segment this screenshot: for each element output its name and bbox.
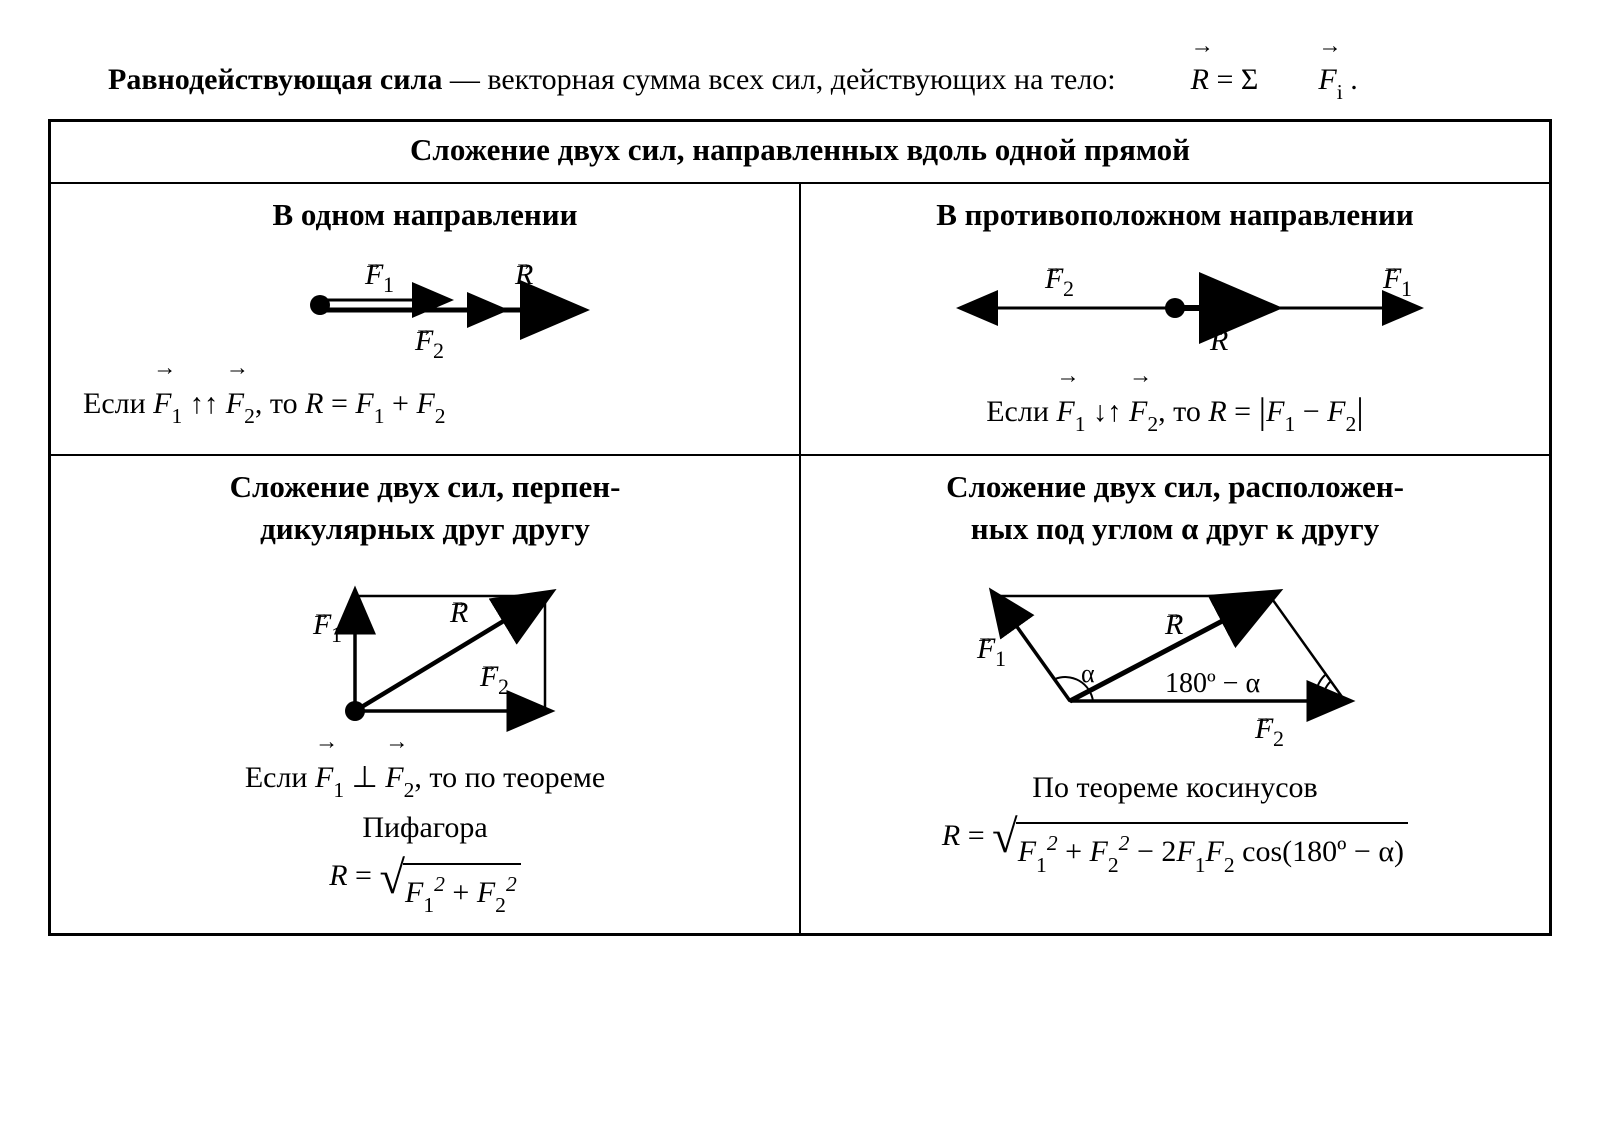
svg-text:→: → bbox=[413, 319, 433, 341]
explain-perp: Если →F1 ⊥ →F2, то по теореме Пифагора R… bbox=[67, 754, 783, 920]
cell-same-title: В одном направлении bbox=[67, 194, 783, 236]
intro-paragraph: Равнодействующая сила — векторная сумма … bbox=[48, 58, 1552, 105]
svg-text:1: 1 bbox=[1401, 276, 1412, 301]
svg-text:α: α bbox=[1081, 659, 1095, 688]
svg-text:→: → bbox=[1253, 707, 1273, 729]
diagram-opposite-direction: F 2 → F 1 → R → bbox=[895, 242, 1455, 372]
svg-text:2: 2 bbox=[1063, 276, 1074, 301]
definition-text: векторная сумма всех сил, действующих на… bbox=[487, 63, 1115, 96]
svg-text:1: 1 bbox=[995, 646, 1006, 671]
svg-text:2: 2 bbox=[433, 338, 444, 363]
diagram-perpendicular: F 1 → F 2 → R → bbox=[255, 556, 595, 746]
svg-text:→: → bbox=[1043, 257, 1063, 279]
explain-opp: Если →F1 ↓↑ →F2, то R = |F1 − F2| bbox=[817, 380, 1533, 440]
svg-text:→: → bbox=[363, 253, 383, 275]
diagram-same-direction: F 1 → R → F 2 → bbox=[215, 242, 635, 372]
svg-text:→: → bbox=[975, 627, 995, 649]
intro-period: . bbox=[1350, 63, 1358, 96]
intro-formula: →R = Σ→Fi bbox=[1131, 63, 1351, 96]
term: Равнодействующая сила bbox=[108, 63, 442, 96]
cell-opposite-direction: В противоположном направлении F 2 → bbox=[800, 183, 1551, 455]
diagram-angle: F 1 → F 2 → R → α 180º − α bbox=[915, 556, 1435, 756]
cell-opp-title: В противоположном направлении bbox=[817, 194, 1533, 236]
cell-same-direction: В одном направлении F 1 → R bbox=[50, 183, 801, 455]
sqrt-perp: √F12 + F22 bbox=[379, 863, 520, 920]
explain-same: Если →F1 ↑↑ →F2, то R = F1 + F2 bbox=[67, 380, 783, 431]
sqrt-angle: √F12 + F22 − 2F1F2 cos(180º − α) bbox=[992, 822, 1408, 879]
cell-perpendicular: Сложение двух сил, перпен- дикулярных др… bbox=[50, 455, 801, 935]
cell-perp-title: Сложение двух сил, перпен- дикулярных др… bbox=[67, 466, 783, 550]
cell-angle: Сложение двух сил, расположен- ных под у… bbox=[800, 455, 1551, 935]
svg-text:2: 2 bbox=[498, 674, 509, 699]
svg-text:→: → bbox=[311, 603, 331, 625]
svg-text:→: → bbox=[1208, 319, 1228, 341]
svg-text:1: 1 bbox=[331, 622, 342, 647]
svg-text:→: → bbox=[1163, 603, 1183, 625]
svg-text:180º − α: 180º − α bbox=[1165, 668, 1260, 699]
svg-text:→: → bbox=[1381, 257, 1401, 279]
forces-table: Сложение двух сил, направленных вдоль од… bbox=[48, 119, 1552, 936]
svg-text:2: 2 bbox=[1273, 726, 1284, 751]
svg-text:1: 1 bbox=[383, 272, 394, 297]
svg-text:→: → bbox=[448, 591, 468, 613]
row1-header: Сложение двух сил, направленных вдоль од… bbox=[50, 121, 1551, 184]
cell-angle-title: Сложение двух сил, расположен- ных под у… bbox=[817, 466, 1533, 550]
svg-text:→: → bbox=[478, 655, 498, 677]
svg-text:→: → bbox=[513, 253, 533, 275]
emdash: — bbox=[450, 63, 480, 96]
explain-angle: По теореме косинусов R = √F12 + F22 − 2F… bbox=[817, 764, 1533, 879]
